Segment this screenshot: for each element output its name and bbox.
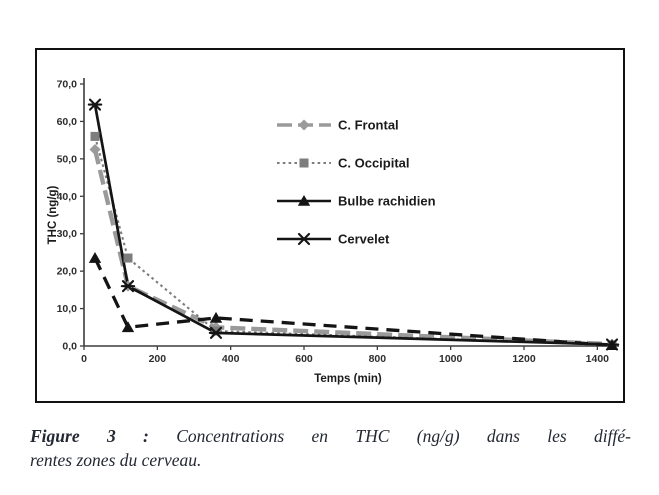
legend-label-bulbe-rachidien: Bulbe rachidien (338, 194, 436, 209)
series-line-cervelet (93, 104, 613, 346)
x-tick-label: 400 (222, 353, 240, 365)
figure-caption-line1-row: Figure 3 : Concentrations en THC (ng/g) … (30, 424, 631, 448)
series-c-occipital-square-marker (211, 326, 221, 336)
x-tick-label: 0 (81, 353, 87, 365)
figure-chart-panel: 0,0 10,0 20,0 30,0 40,0 50,0 60,0 70,0 0 200 400 60… (35, 48, 625, 403)
series-bulbe-rachidien-triangle-marker (121, 321, 135, 333)
y-tick-label: 60,0 (57, 116, 78, 128)
series-line-c-frontal (92, 148, 613, 347)
series-line-bulbe-rachidien (93, 257, 613, 347)
series-cervelet-x-marker (208, 326, 224, 339)
legend-bulbe-rachidien-triangle-marker (297, 195, 311, 206)
figure-caption-label: Figure 3 : (30, 426, 149, 446)
x-axis-title: Temps (min) (314, 373, 382, 385)
y-axis-title: THC (ng/g) (47, 185, 59, 244)
series-c-occipital-square-marker (123, 253, 133, 263)
legend-c-occipital-square-marker (299, 158, 309, 168)
y-tick-label: 50,0 (57, 153, 78, 165)
figure-caption-line1: Concentrations en THC (ng/g) dans les di… (176, 426, 631, 446)
series-c-frontal-diamond-marker (89, 144, 101, 155)
series-bulbe-rachidien-triangle-marker (88, 252, 102, 263)
figure-caption-line2: rentes zones du cerveau. (30, 450, 202, 470)
x-tick-label: 1400 (586, 353, 610, 365)
legend-label-cervelet: Cervelet (338, 232, 390, 247)
x-tick-label: 200 (149, 353, 167, 365)
series-c-occipital-square-marker (90, 131, 100, 141)
y-tick-label: 70,0 (57, 79, 78, 91)
legend-label-c-occipital: C. Occipital (338, 156, 410, 171)
y-tick-label: 30,0 (57, 228, 78, 240)
x-tick-label: 800 (369, 353, 387, 365)
y-tick-label: 0,0 (62, 341, 77, 353)
x-tick-label: 1200 (512, 353, 536, 365)
legend-c-frontal-diamond-marker (298, 119, 310, 131)
series-cervelet-x-marker (604, 338, 620, 351)
x-tick-label: 600 (295, 353, 313, 365)
legend-label-c-frontal: C. Frontal (338, 118, 399, 133)
series-cervelet-x-marker (120, 280, 136, 293)
figure-caption: Figure 3 : Concentrations en THC (ng/g) … (30, 424, 631, 472)
series-cervelet-x-marker (87, 98, 103, 111)
y-tick-label: 20,0 (57, 266, 78, 278)
legend-cervelet-x-marker (296, 232, 312, 246)
y-tick-label: 40,0 (57, 191, 78, 203)
series-bulbe-rachidien-triangle-marker (209, 311, 223, 323)
x-tick-label: 1000 (439, 353, 463, 365)
y-tick-label: 10,0 (57, 303, 78, 315)
thc-line-chart: 0,0 10,0 20,0 30,0 40,0 50,0 60,0 70,0 0 200 400 60… (47, 78, 620, 385)
